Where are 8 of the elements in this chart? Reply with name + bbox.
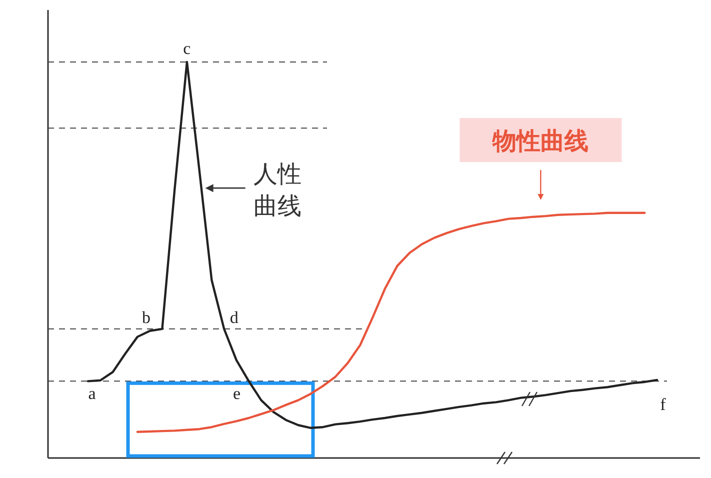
annotation: b	[142, 308, 150, 327]
annotation: c	[183, 39, 192, 58]
text: 物性曲线	[492, 127, 589, 156]
annotation: e	[233, 384, 241, 404]
annotation: f	[660, 394, 666, 414]
text: 人性曲线	[253, 160, 302, 220]
annotation: a	[88, 384, 96, 404]
annotation: d	[230, 308, 239, 327]
